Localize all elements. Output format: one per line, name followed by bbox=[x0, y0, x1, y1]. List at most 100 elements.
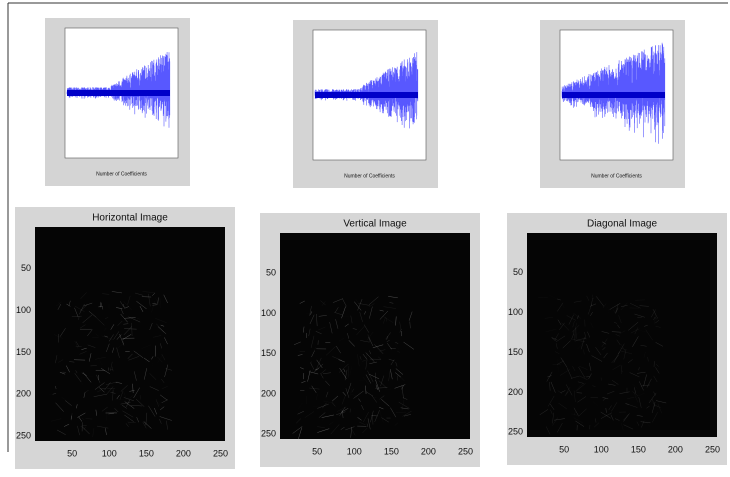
image-edge bbox=[382, 316, 394, 323]
image-edge bbox=[347, 333, 350, 339]
image-edge bbox=[368, 337, 374, 347]
image-edge bbox=[397, 374, 405, 381]
image-edge bbox=[309, 371, 319, 375]
image-edge bbox=[94, 356, 106, 360]
image-edge bbox=[399, 321, 402, 330]
y-tick-label: 200 bbox=[261, 388, 276, 398]
image-edge bbox=[122, 340, 124, 345]
image-edge bbox=[591, 294, 594, 300]
image-edge bbox=[332, 356, 343, 361]
image-edge bbox=[81, 347, 87, 350]
image-edge bbox=[390, 369, 393, 380]
y-tick-label: 150 bbox=[16, 347, 31, 357]
image-edge bbox=[539, 409, 549, 416]
image-edge bbox=[123, 397, 135, 402]
image-edge bbox=[335, 319, 339, 329]
image-edge bbox=[595, 347, 602, 356]
image-edge bbox=[618, 330, 626, 335]
image-edge bbox=[292, 426, 303, 434]
image-edge bbox=[619, 391, 630, 394]
image-edge bbox=[565, 384, 573, 396]
image-edge bbox=[322, 402, 327, 409]
image-edge bbox=[628, 321, 639, 331]
image-edge bbox=[335, 411, 346, 416]
image-edge bbox=[127, 353, 133, 359]
image-edge bbox=[657, 403, 662, 414]
image-edge bbox=[309, 314, 315, 325]
image-edge bbox=[576, 382, 584, 391]
image-edge bbox=[55, 402, 64, 412]
image-edge bbox=[557, 298, 561, 301]
image-edge bbox=[96, 317, 105, 326]
image-edge bbox=[389, 302, 394, 304]
image-edge bbox=[394, 422, 398, 426]
image-edge bbox=[656, 364, 659, 367]
image-edge bbox=[297, 410, 305, 415]
y-tick-label: 50 bbox=[266, 268, 276, 278]
image-edge bbox=[76, 404, 78, 409]
image-edge bbox=[586, 295, 590, 301]
image-edge bbox=[573, 411, 576, 416]
image-edge bbox=[92, 428, 95, 438]
image-edge bbox=[369, 306, 373, 319]
image-edge bbox=[335, 345, 341, 354]
image-edge bbox=[365, 391, 374, 397]
image-edge bbox=[80, 292, 87, 299]
image-edge bbox=[652, 308, 658, 319]
image-edge bbox=[572, 320, 575, 328]
image-edge bbox=[375, 387, 388, 389]
image-edge bbox=[641, 420, 645, 428]
image-edge bbox=[165, 368, 173, 371]
image-edge bbox=[149, 322, 153, 331]
image-edge bbox=[311, 360, 313, 367]
image-edge bbox=[547, 375, 552, 378]
image-edge bbox=[342, 298, 347, 307]
image-edge bbox=[157, 297, 159, 304]
image-edge bbox=[350, 315, 353, 324]
image-edge bbox=[367, 370, 374, 383]
image-edge bbox=[560, 390, 566, 393]
image-edge bbox=[124, 306, 129, 309]
image-edge bbox=[123, 326, 133, 335]
image-edge bbox=[83, 426, 86, 430]
image-edge bbox=[634, 313, 645, 318]
image-edge bbox=[402, 397, 408, 400]
y-tick-label: 50 bbox=[21, 263, 31, 273]
image-edge bbox=[70, 415, 72, 420]
image-edge bbox=[638, 367, 640, 371]
image-edge bbox=[127, 395, 134, 400]
x-tick-label: 200 bbox=[668, 444, 683, 454]
image-edge bbox=[573, 322, 578, 335]
image-edge bbox=[315, 357, 322, 370]
image-edge bbox=[297, 354, 303, 356]
image-edge bbox=[588, 303, 593, 315]
image-edge bbox=[111, 347, 115, 353]
x-tick-label: 50 bbox=[312, 446, 322, 456]
image-edge bbox=[632, 391, 638, 396]
image-edge bbox=[370, 410, 374, 423]
image bbox=[35, 227, 225, 441]
image-edge bbox=[342, 391, 347, 396]
image-edge bbox=[623, 349, 627, 360]
image-edge bbox=[557, 390, 563, 394]
image-edge bbox=[630, 328, 640, 334]
image-edge bbox=[99, 303, 102, 308]
image-edge bbox=[132, 383, 134, 394]
image-edge bbox=[638, 396, 642, 408]
image-edge bbox=[124, 401, 135, 409]
image-edge bbox=[152, 304, 158, 306]
image-edge bbox=[362, 353, 368, 360]
image-edge bbox=[388, 370, 391, 382]
image-edge bbox=[106, 343, 110, 353]
image-edge bbox=[153, 335, 162, 338]
image-edge bbox=[368, 296, 379, 306]
image-edge bbox=[589, 303, 597, 307]
image-edge bbox=[101, 406, 108, 412]
image-edge bbox=[602, 397, 606, 401]
image-edge bbox=[149, 386, 159, 391]
image-edge bbox=[122, 303, 126, 309]
image-edge bbox=[157, 356, 163, 363]
image-edge bbox=[365, 374, 372, 384]
image-edge bbox=[55, 385, 57, 390]
image-edge bbox=[409, 321, 411, 329]
